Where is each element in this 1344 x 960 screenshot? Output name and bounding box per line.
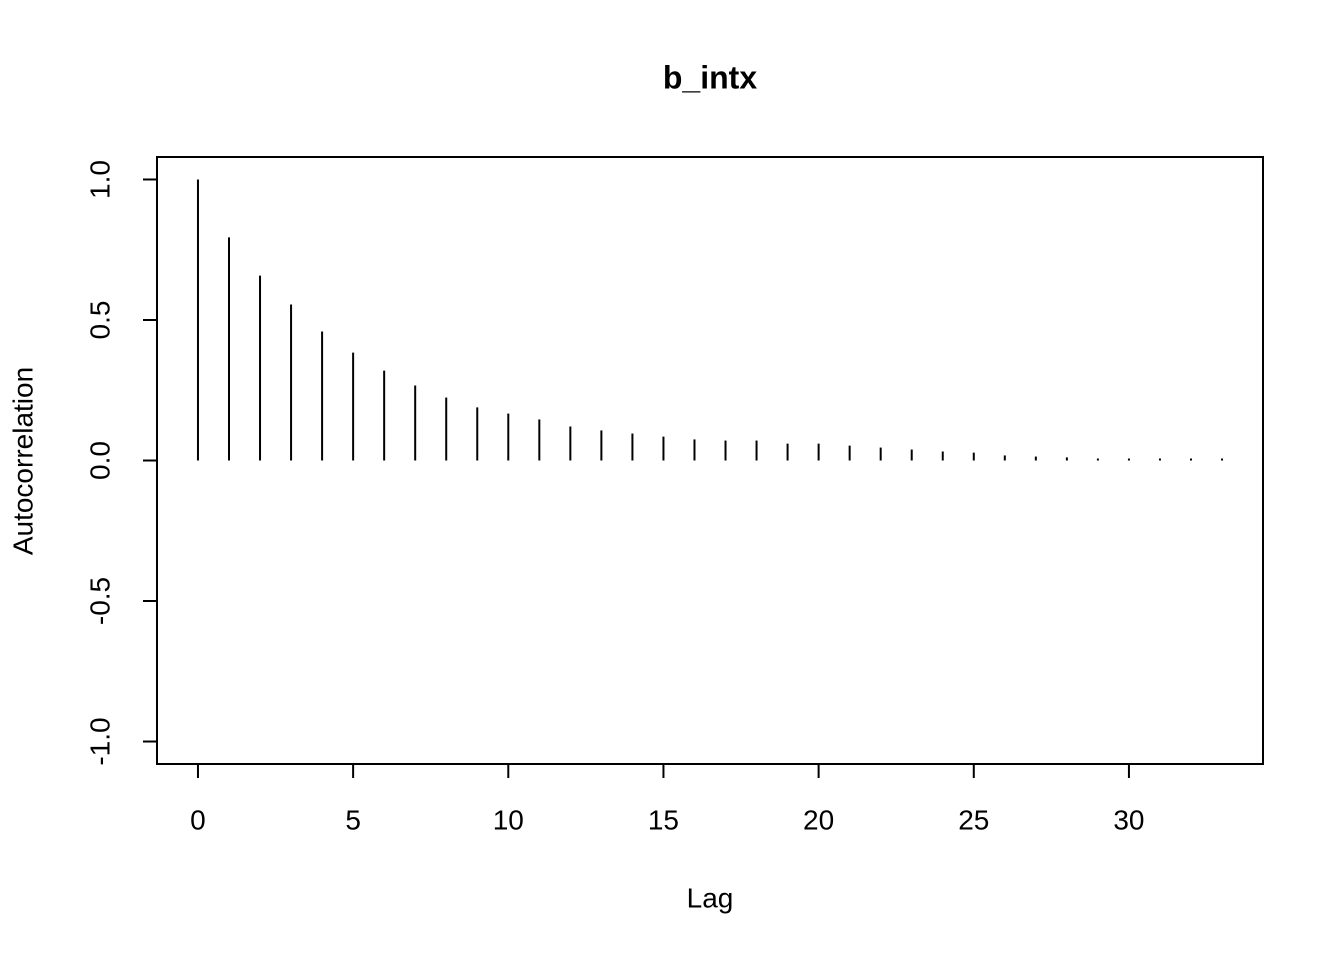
y-tick-label: -0.5 [84, 577, 115, 625]
x-axis-label: Lag [687, 882, 734, 913]
x-tick-label: 20 [803, 804, 834, 835]
x-tick-label: 10 [493, 804, 524, 835]
y-tick-label: 0.5 [84, 301, 115, 340]
y-axis-label: Autocorrelation [7, 367, 38, 555]
x-tick-label: 25 [958, 804, 989, 835]
x-tick-label: 0 [190, 804, 206, 835]
chart-title: b_intx [663, 59, 757, 95]
y-tick-label: 1.0 [84, 160, 115, 199]
x-tick-label: 30 [1113, 804, 1144, 835]
y-tick-label: -1.0 [84, 717, 115, 765]
x-tick-label: 15 [648, 804, 679, 835]
x-tick-label: 5 [345, 804, 361, 835]
y-tick-label: 0.0 [84, 441, 115, 480]
